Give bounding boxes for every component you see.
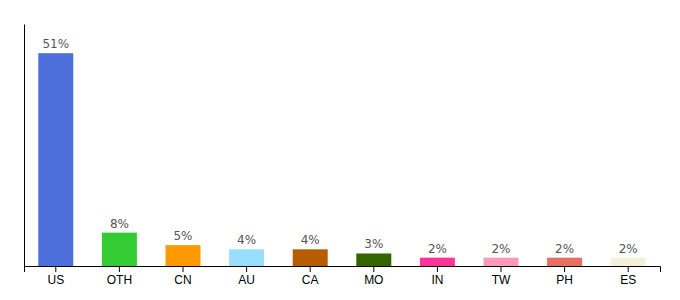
data-label: 2%	[491, 242, 510, 256]
x-axis: US OTH CN AU CA MO IN TW PH ES	[25, 266, 661, 287]
x-tick-label: TW	[492, 273, 511, 287]
data-label: 2%	[555, 242, 574, 256]
x-tick: CA	[302, 266, 319, 287]
x-tick-label: PH	[556, 273, 573, 287]
bar	[420, 258, 455, 266]
data-label: 4%	[301, 233, 320, 247]
x-tick: TW	[492, 266, 511, 287]
x-tick-mark	[437, 266, 438, 272]
data-label: 4%	[237, 233, 256, 247]
bar	[229, 249, 264, 266]
x-tick-mark	[183, 266, 184, 272]
plot-area: US OTH CN AU CA MO IN TW PH ES 51% 8% 5% 4% 4% 3% 2% 2% 2%…	[25, 25, 661, 287]
x-tick-label: ES	[620, 273, 636, 287]
bar	[293, 249, 328, 266]
data-label: 51%	[42, 37, 69, 51]
x-tick-mark	[628, 266, 629, 272]
bar	[611, 258, 646, 266]
bar	[547, 258, 582, 266]
data-label: 8%	[110, 217, 129, 231]
x-tick-label: CA	[302, 273, 319, 287]
data-label: 3%	[364, 237, 383, 251]
x-tick-label: MO	[364, 273, 383, 287]
data-label: 5%	[173, 229, 192, 243]
x-axis-line	[25, 267, 661, 273]
x-tick-mark	[310, 266, 311, 272]
data-label: 2%	[428, 242, 447, 256]
data-labels: 51% 8% 5% 4% 4% 3% 2% 2% 2% 2%	[42, 37, 637, 255]
x-tick: AU	[238, 266, 255, 287]
bar	[38, 53, 73, 266]
x-tick-label: OTH	[107, 273, 132, 287]
x-tick: OTH	[107, 266, 132, 287]
x-tick-label: AU	[238, 273, 255, 287]
bar	[484, 258, 519, 266]
x-tick-mark	[55, 266, 56, 272]
chart: US OTH CN AU CA MO IN TW PH ES 51% 8% 5% 4% 4% 3% 2% 2% 2%…	[0, 0, 680, 300]
x-tick: US	[47, 266, 64, 287]
bar	[166, 245, 201, 266]
x-tick-mark	[373, 266, 374, 272]
x-tick-mark	[246, 266, 247, 272]
x-tick-label: CN	[174, 273, 191, 287]
data-label: 2%	[619, 242, 638, 256]
x-tick: IN	[431, 266, 443, 287]
y-axis-line	[24, 25, 25, 267]
x-tick: CN	[174, 266, 191, 287]
x-tick: MO	[364, 266, 383, 287]
x-tick: PH	[556, 266, 573, 287]
x-tick-mark	[501, 266, 502, 272]
y-axis	[24, 25, 25, 267]
x-tick-label: IN	[431, 273, 443, 287]
x-tick-mark	[564, 266, 565, 272]
x-tick-label: US	[47, 273, 64, 287]
bar	[356, 253, 391, 266]
bars	[38, 53, 645, 266]
x-tick-mark	[119, 266, 120, 272]
bar	[102, 233, 137, 266]
x-tick: ES	[620, 266, 636, 287]
